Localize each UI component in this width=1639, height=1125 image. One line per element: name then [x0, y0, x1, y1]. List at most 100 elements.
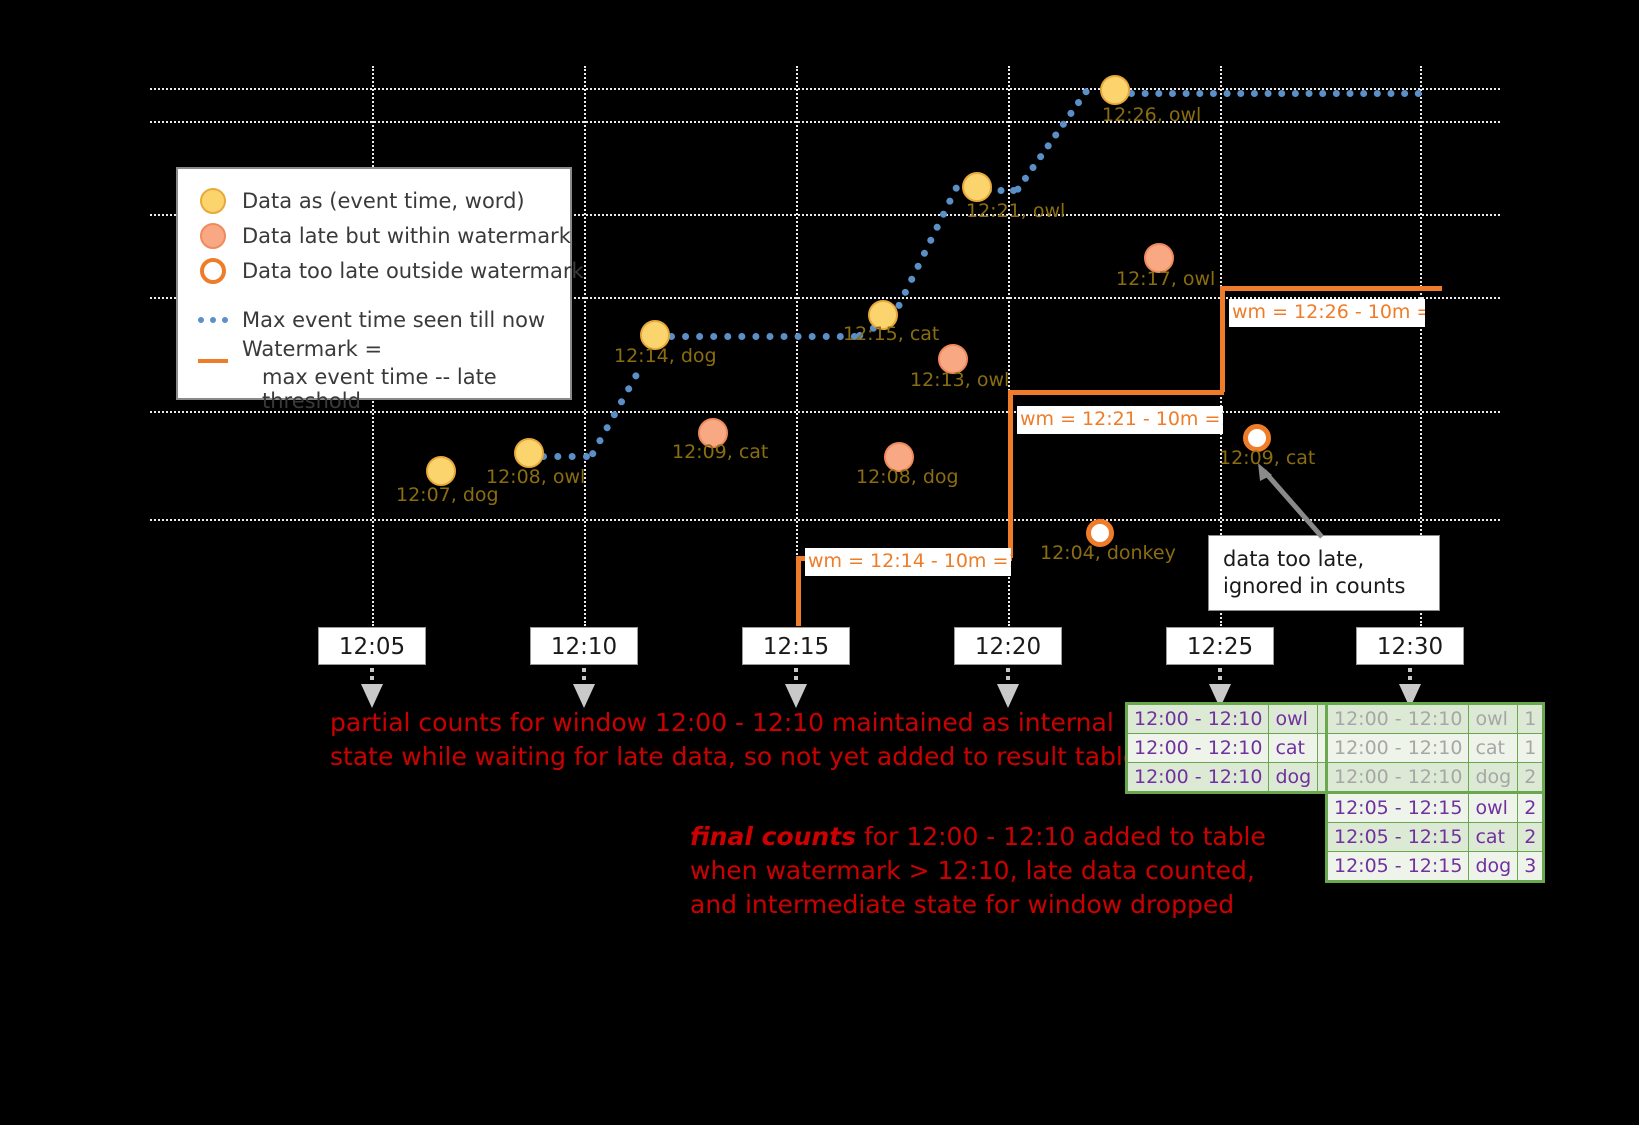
- table-cell-word: cat: [1468, 733, 1519, 763]
- legend-label: Data as (event time, word): [242, 188, 525, 213]
- table-cell-word: cat: [1468, 822, 1519, 852]
- note-partial-counts: partial counts for window 12:00 - 12:10 …: [330, 706, 1139, 774]
- down-arrow-icon: [997, 668, 1019, 708]
- down-arrow-icon: [785, 668, 807, 708]
- axis-tick-1215: 12:15: [742, 627, 850, 665]
- table-cell-window: 12:00 - 12:10: [1325, 733, 1470, 763]
- table-cell-count: 1: [1517, 733, 1545, 763]
- note-final-rest: for 12:00 - 12:10 added to table: [856, 822, 1266, 851]
- data-point-1221-owl[interactable]: [962, 172, 992, 202]
- data-point-label: 12:14, dog: [614, 345, 717, 367]
- data-point-1215-cat[interactable]: [868, 300, 898, 330]
- legend-label: Watermark =: [242, 337, 383, 361]
- data-point-label: 12:09, cat: [1219, 447, 1316, 469]
- table-cell-word: cat: [1268, 733, 1319, 763]
- gridline-horizontal-1: [150, 88, 1500, 90]
- legend: Data as (event time, word) Data late but…: [176, 167, 584, 413]
- table-cell-word: owl: [1468, 791, 1519, 823]
- gridline-horizontal-2: [150, 121, 1500, 123]
- data-point-1217-owl[interactable]: [1144, 243, 1174, 273]
- axis-tick-1230: 12:30: [1356, 627, 1464, 665]
- max-event-segment: [985, 187, 1017, 194]
- gridline-horizontal-6: [150, 519, 1500, 521]
- data-point-1208-owl[interactable]: [514, 438, 544, 468]
- data-point-1214-dog[interactable]: [640, 320, 670, 350]
- callout-arrow-icon: [1258, 463, 1324, 539]
- watermark-riser: [796, 556, 801, 626]
- callout-line-1: data too late,: [1223, 547, 1365, 571]
- axis-tick-1220: 12:20: [954, 627, 1062, 665]
- filled-yellow-circle-icon: [200, 187, 226, 214]
- data-point-1209-cat[interactable]: [698, 418, 728, 448]
- callout-too-late: data too late, ignored in counts: [1208, 535, 1440, 611]
- gridline-vertical-1220: [1008, 66, 1010, 626]
- max-event-segment: [588, 371, 641, 459]
- legend-item-on-time: Data as (event time, word): [178, 183, 570, 218]
- legend-label: Data late but within watermark: [242, 223, 571, 248]
- watermark-level-1211: [1008, 390, 1224, 395]
- down-arrow-icon: [573, 668, 595, 708]
- data-point-1204-donkey[interactable]: [1086, 519, 1114, 547]
- result-table-1230: 12:00 - 12:10 owl 1 12:00 - 12:10 cat 1 12:00 …: [1325, 702, 1546, 883]
- note-final-lead: final counts: [690, 822, 857, 851]
- down-arrow-icon: [1399, 668, 1421, 708]
- watermark-label-1204: wm = 12:14 - 10m =12:04: [805, 548, 1011, 576]
- legend-spacer: [178, 288, 570, 302]
- axis-tick-1225: 12:25: [1166, 627, 1274, 665]
- gridline-vertical-1230: [1420, 66, 1422, 626]
- note-partial-line-2: state while waiting for late data, so no…: [330, 741, 1139, 771]
- table-cell-window: 12:05 - 12:15: [1325, 791, 1470, 823]
- axis-tick-1205: 12:05: [318, 627, 426, 665]
- table-row: 12:05 - 12:15 cat 2: [1325, 822, 1545, 852]
- table-row: 12:05 - 12:15 owl 2: [1325, 791, 1545, 823]
- data-point-label: 12:13, owl: [910, 369, 1010, 391]
- table-cell-word: dog: [1468, 762, 1519, 793]
- data-point-label: 12:08, dog: [856, 466, 959, 488]
- note-final-counts: final counts for 12:00 - 12:10 added to …: [690, 820, 1266, 921]
- note-final-line-1: final counts for 12:00 - 12:10 added to …: [690, 820, 1266, 854]
- table-cell-count: 2: [1517, 762, 1545, 793]
- table-cell-count: 3: [1517, 851, 1545, 882]
- filled-salmon-circle-icon: [200, 222, 226, 249]
- legend-label: Data too late outside watermark: [242, 258, 584, 283]
- callout-line-2: ignored in counts: [1223, 573, 1406, 598]
- gridline-horizontal-5: [150, 411, 1500, 413]
- data-point-label: 12:08, owl: [486, 466, 586, 488]
- table-cell-window: 12:05 - 12:15: [1325, 851, 1470, 882]
- data-point-label: 12:09, cat: [672, 441, 769, 463]
- table-cell-word: owl: [1468, 703, 1519, 734]
- table-cell-window: 12:00 - 12:10: [1125, 703, 1270, 734]
- watermark-label-1216: wm = 12:26 - 10m =12:16: [1229, 299, 1425, 327]
- watermark-level-1216: [1220, 286, 1442, 291]
- orange-solid-line-icon: [198, 359, 228, 363]
- data-point-1207-dog[interactable]: [426, 456, 456, 486]
- data-point-1226-owl[interactable]: [1100, 75, 1130, 105]
- data-point-label: 12:07, dog: [396, 484, 499, 506]
- down-arrow-icon: [1209, 668, 1231, 708]
- max-event-segment: [888, 183, 961, 324]
- data-point-label: 12:21, owl: [966, 200, 1066, 222]
- table-cell-count: 2: [1517, 791, 1545, 823]
- legend-item-late-within: Data late but within watermark: [178, 218, 571, 253]
- note-final-line-3: and intermediate state for window droppe…: [690, 889, 1235, 919]
- data-point-label: 12:17, owl: [1116, 268, 1216, 290]
- table-cell-window: 12:05 - 12:15: [1325, 822, 1470, 852]
- watermark-label-1211: wm = 12:21 - 10m =12:1: [1017, 406, 1223, 434]
- data-point-1209-cat-too-late[interactable]: [1243, 424, 1271, 452]
- data-point-1213-owl[interactable]: [938, 344, 968, 374]
- data-point-label: 12:26, owl: [1102, 104, 1202, 126]
- data-point-label: 12:15, cat: [843, 323, 940, 345]
- data-point-1208-dog[interactable]: [884, 442, 914, 472]
- table-cell-window: 12:00 - 12:10: [1325, 703, 1470, 734]
- axis-tick-1210: 12:10: [530, 627, 638, 665]
- blue-dotted-line-icon: [198, 316, 228, 323]
- watermark-riser: [1220, 286, 1225, 392]
- note-final-line-2: when watermark > 12:10, late data counte…: [690, 855, 1255, 885]
